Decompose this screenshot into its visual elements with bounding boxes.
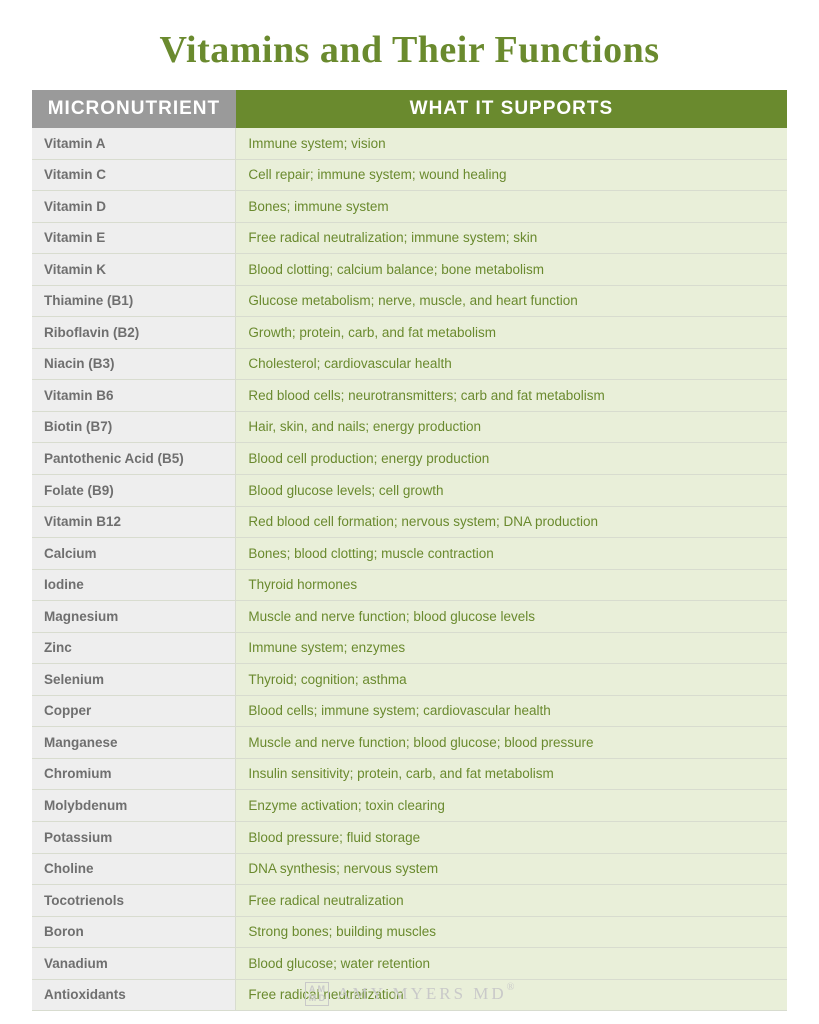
micronutrient-cell: Pantothenic Acid (B5) bbox=[32, 443, 236, 475]
table-row: Vitamin DBones; immune system bbox=[32, 191, 787, 223]
supports-cell: Blood clotting; calcium balance; bone me… bbox=[236, 254, 787, 286]
micronutrient-cell: Niacin (B3) bbox=[32, 348, 236, 380]
supports-cell: Red blood cells; neurotransmitters; carb… bbox=[236, 380, 787, 412]
brand-text: AMY MYERS MD bbox=[337, 984, 507, 1003]
micronutrient-cell: Manganese bbox=[32, 727, 236, 759]
supports-cell: Free radical neutralization bbox=[236, 885, 787, 917]
table-row: Vitamin EFree radical neutralization; im… bbox=[32, 222, 787, 254]
supports-cell: Muscle and nerve function; blood glucose… bbox=[236, 601, 787, 633]
supports-cell: Bones; blood clotting; muscle contractio… bbox=[236, 538, 787, 570]
micronutrient-cell: Riboflavin (B2) bbox=[32, 317, 236, 349]
micronutrient-cell: Vitamin C bbox=[32, 159, 236, 191]
micronutrient-cell: Iodine bbox=[32, 569, 236, 601]
header-supports: WHAT IT SUPPORTS bbox=[236, 90, 787, 128]
supports-cell: Hair, skin, and nails; energy production bbox=[236, 411, 787, 443]
supports-cell: Growth; protein, carb, and fat metabolis… bbox=[236, 317, 787, 349]
micronutrient-cell: Boron bbox=[32, 916, 236, 948]
table-row: Niacin (B3)Cholesterol; cardiovascular h… bbox=[32, 348, 787, 380]
supports-cell: Thyroid; cognition; asthma bbox=[236, 664, 787, 696]
micronutrient-cell: Potassium bbox=[32, 822, 236, 854]
micronutrient-cell: Vitamin E bbox=[32, 222, 236, 254]
micronutrient-cell: Selenium bbox=[32, 664, 236, 696]
supports-cell: Red blood cell formation; nervous system… bbox=[236, 506, 787, 538]
micronutrient-cell: Vanadium bbox=[32, 948, 236, 980]
header-micronutrient: MICRONUTRIENT bbox=[32, 90, 236, 128]
table-row: Vitamin KBlood clotting; calcium balance… bbox=[32, 254, 787, 286]
supports-cell: Insulin sensitivity; protein, carb, and … bbox=[236, 758, 787, 790]
table-body: Vitamin AImmune system; visionVitamin CC… bbox=[32, 128, 787, 1011]
micronutrient-cell: Folate (B9) bbox=[32, 475, 236, 507]
micronutrient-cell: Choline bbox=[32, 853, 236, 885]
table-row: CalciumBones; blood clotting; muscle con… bbox=[32, 538, 787, 570]
table-row: MolybdenumEnzyme activation; toxin clear… bbox=[32, 790, 787, 822]
table-row: MagnesiumMuscle and nerve function; bloo… bbox=[32, 601, 787, 633]
supports-cell: Bones; immune system bbox=[236, 191, 787, 223]
table-row: PotassiumBlood pressure; fluid storage bbox=[32, 822, 787, 854]
supports-cell: Blood cell production; energy production bbox=[236, 443, 787, 475]
footer-brand: A M M D AMY MYERS MD® bbox=[0, 982, 819, 1006]
table-row: Folate (B9)Blood glucose levels; cell gr… bbox=[32, 475, 787, 507]
table-row: Vitamin AImmune system; vision bbox=[32, 128, 787, 159]
page-title: Vitamins and Their Functions bbox=[32, 28, 787, 72]
table-row: Vitamin B12Red blood cell formation; ner… bbox=[32, 506, 787, 538]
table-header-row: MICRONUTRIENT WHAT IT SUPPORTS bbox=[32, 90, 787, 128]
table-row: CopperBlood cells; immune system; cardio… bbox=[32, 695, 787, 727]
supports-cell: Cholesterol; cardiovascular health bbox=[236, 348, 787, 380]
supports-cell: Blood glucose; water retention bbox=[236, 948, 787, 980]
micronutrient-cell: Vitamin B12 bbox=[32, 506, 236, 538]
table-row: Riboflavin (B2)Growth; protein, carb, an… bbox=[32, 317, 787, 349]
supports-cell: Immune system; enzymes bbox=[236, 632, 787, 664]
table-row: VanadiumBlood glucose; water retention bbox=[32, 948, 787, 980]
table-row: IodineThyroid hormones bbox=[32, 569, 787, 601]
table-row: Vitamin CCell repair; immune system; wou… bbox=[32, 159, 787, 191]
supports-cell: Free radical neutralization; immune syst… bbox=[236, 222, 787, 254]
supports-cell: Thyroid hormones bbox=[236, 569, 787, 601]
vitamins-table: MICRONUTRIENT WHAT IT SUPPORTS Vitamin A… bbox=[32, 90, 787, 1011]
supports-cell: Cell repair; immune system; wound healin… bbox=[236, 159, 787, 191]
table-row: ManganeseMuscle and nerve function; bloo… bbox=[32, 727, 787, 759]
table-row: BoronStrong bones; building muscles bbox=[32, 916, 787, 948]
table-row: Thiamine (B1)Glucose metabolism; nerve, … bbox=[32, 285, 787, 317]
micronutrient-cell: Vitamin K bbox=[32, 254, 236, 286]
supports-cell: Enzyme activation; toxin clearing bbox=[236, 790, 787, 822]
micronutrient-cell: Vitamin A bbox=[32, 128, 236, 159]
micronutrient-cell: Calcium bbox=[32, 538, 236, 570]
table-row: Biotin (B7)Hair, skin, and nails; energy… bbox=[32, 411, 787, 443]
micronutrient-cell: Vitamin D bbox=[32, 191, 236, 223]
table-row: CholineDNA synthesis; nervous system bbox=[32, 853, 787, 885]
supports-cell: Immune system; vision bbox=[236, 128, 787, 159]
table-row: ChromiumInsulin sensitivity; protein, ca… bbox=[32, 758, 787, 790]
registered-mark: ® bbox=[507, 982, 515, 993]
table-row: SeleniumThyroid; cognition; asthma bbox=[32, 664, 787, 696]
table-row: TocotrienolsFree radical neutralization bbox=[32, 885, 787, 917]
micronutrient-cell: Tocotrienols bbox=[32, 885, 236, 917]
supports-cell: Strong bones; building muscles bbox=[236, 916, 787, 948]
brand-logo-icon: A M M D bbox=[305, 982, 330, 1006]
micronutrient-cell: Zinc bbox=[32, 632, 236, 664]
supports-cell: Blood cells; immune system; cardiovascul… bbox=[236, 695, 787, 727]
micronutrient-cell: Chromium bbox=[32, 758, 236, 790]
micronutrient-cell: Thiamine (B1) bbox=[32, 285, 236, 317]
micronutrient-cell: Molybdenum bbox=[32, 790, 236, 822]
table-row: ZincImmune system; enzymes bbox=[32, 632, 787, 664]
micronutrient-cell: Copper bbox=[32, 695, 236, 727]
table-row: Pantothenic Acid (B5)Blood cell producti… bbox=[32, 443, 787, 475]
supports-cell: Glucose metabolism; nerve, muscle, and h… bbox=[236, 285, 787, 317]
supports-cell: Blood pressure; fluid storage bbox=[236, 822, 787, 854]
table-row: Vitamin B6Red blood cells; neurotransmit… bbox=[32, 380, 787, 412]
supports-cell: Muscle and nerve function; blood glucose… bbox=[236, 727, 787, 759]
micronutrient-cell: Magnesium bbox=[32, 601, 236, 633]
micronutrient-cell: Vitamin B6 bbox=[32, 380, 236, 412]
supports-cell: Blood glucose levels; cell growth bbox=[236, 475, 787, 507]
supports-cell: DNA synthesis; nervous system bbox=[236, 853, 787, 885]
micronutrient-cell: Biotin (B7) bbox=[32, 411, 236, 443]
